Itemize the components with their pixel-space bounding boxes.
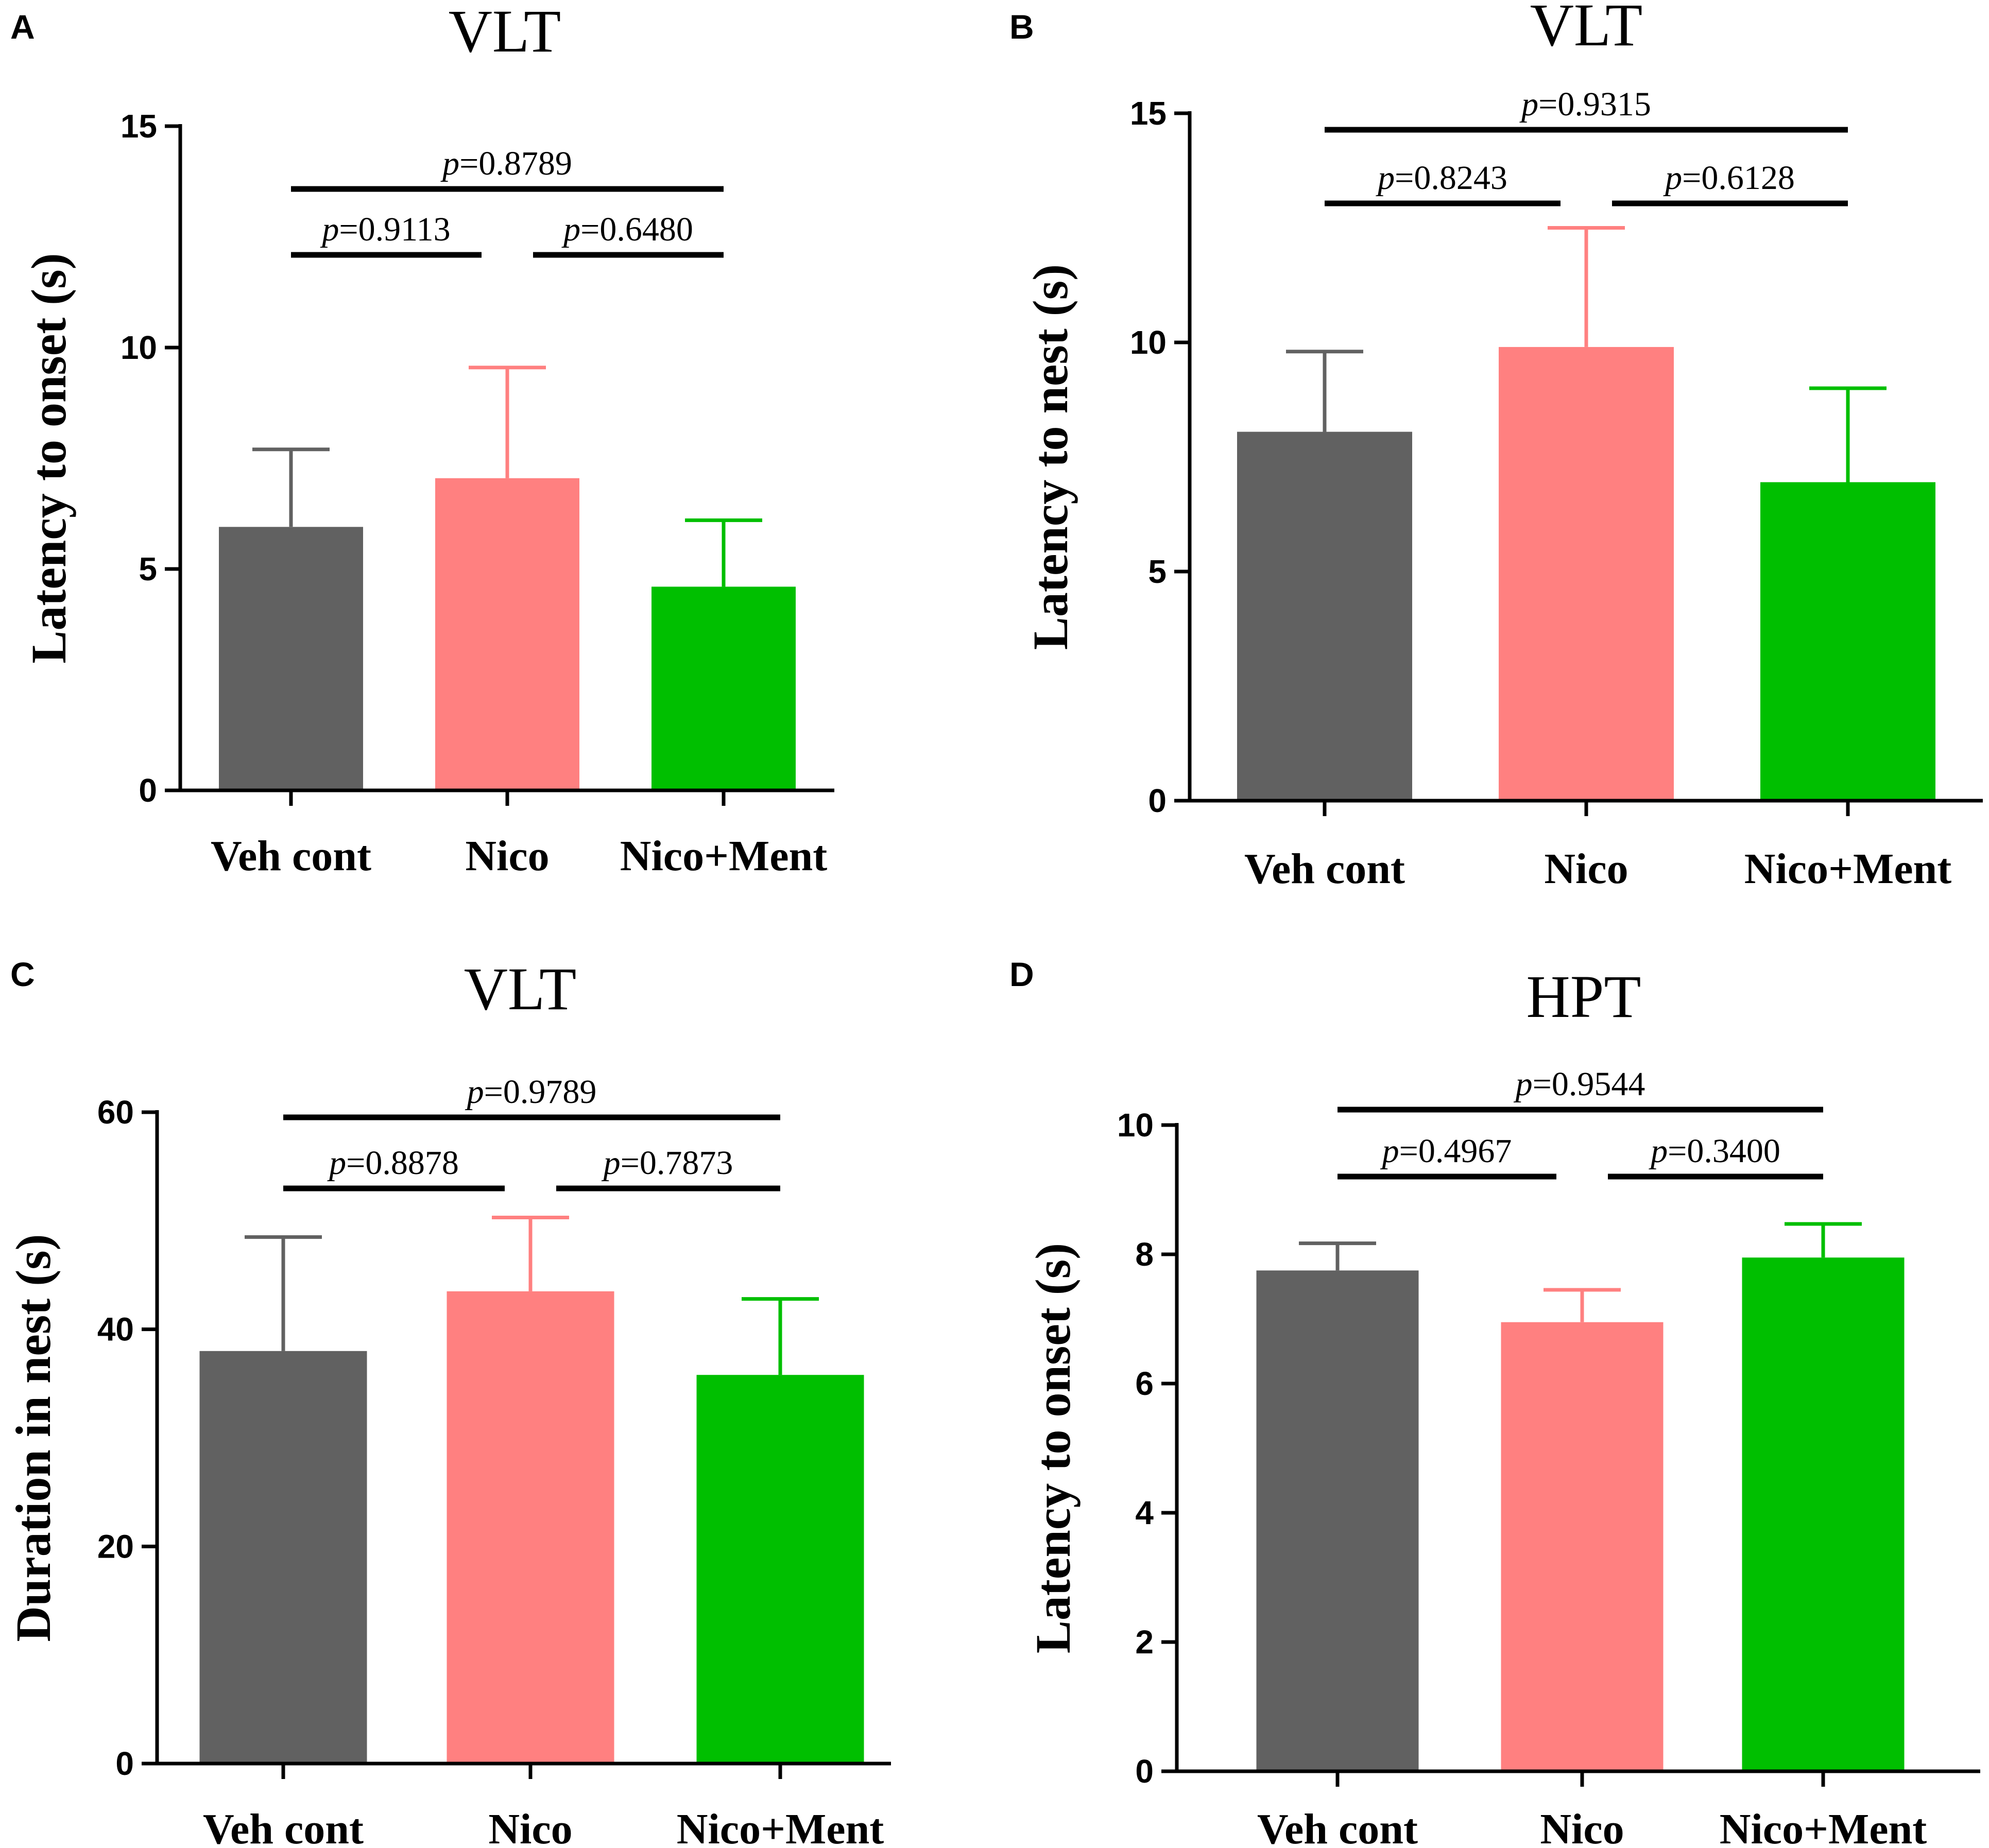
y-tick-label: 0 bbox=[1148, 782, 1167, 819]
bar-veh-cont bbox=[1237, 431, 1412, 801]
p-value-label: p=0.6480 bbox=[561, 211, 693, 248]
p-symbol: p bbox=[327, 1144, 346, 1182]
p-value: =0.8878 bbox=[346, 1144, 459, 1182]
x-tick-label: Veh cont bbox=[1257, 1805, 1418, 1848]
chart-title: VLT bbox=[464, 955, 577, 1023]
chart-panel-b: B VLT Latency to nest (s) 0 5 10 15 Veh cont Nic… bbox=[1009, 0, 1983, 893]
x-tick-label: Nico+Ment bbox=[620, 832, 827, 880]
y-tick-label: 5 bbox=[139, 550, 157, 588]
x-tick-label: Nico+Ment bbox=[1744, 845, 1951, 893]
p-symbol: p bbox=[465, 1073, 484, 1111]
p-value-label: p=0.4967 bbox=[1380, 1132, 1512, 1170]
bar-nico-ment bbox=[696, 1375, 864, 1764]
panel-label: A bbox=[10, 8, 35, 46]
p-value-label: p=0.7873 bbox=[602, 1144, 733, 1182]
p-symbol: p bbox=[440, 145, 459, 182]
y-tick-label: 0 bbox=[115, 1745, 134, 1782]
y-tick-label: 15 bbox=[121, 108, 157, 145]
y-tick-label: 8 bbox=[1135, 1236, 1154, 1273]
p-value: =0.4967 bbox=[1399, 1132, 1512, 1170]
bar-nico-ment bbox=[1742, 1257, 1905, 1771]
x-tick-label: Nico bbox=[488, 1805, 572, 1848]
y-tick-label: 10 bbox=[121, 329, 157, 366]
panel-label: D bbox=[1009, 955, 1034, 993]
p-value: =0.3400 bbox=[1668, 1132, 1780, 1170]
bar-veh-cont bbox=[219, 527, 363, 790]
p-symbol: p bbox=[561, 211, 580, 248]
p-value-label: p=0.9789 bbox=[465, 1073, 597, 1111]
p-value: =0.9113 bbox=[339, 211, 450, 248]
y-axis-label: Latency to onset (s) bbox=[1025, 1243, 1081, 1653]
p-value: =0.8789 bbox=[459, 145, 572, 182]
p-symbol: p bbox=[1663, 159, 1682, 197]
y-tick-label: 0 bbox=[1135, 1753, 1154, 1790]
panel-label: C bbox=[10, 955, 35, 993]
y-tick-label: 2 bbox=[1135, 1624, 1154, 1661]
x-tick-label: Nico bbox=[1540, 1805, 1624, 1848]
panel-label: B bbox=[1009, 8, 1034, 46]
x-tick-label: Veh cont bbox=[203, 1805, 364, 1848]
y-tick-label: 15 bbox=[1130, 95, 1167, 132]
p-value: =0.6128 bbox=[1682, 159, 1795, 197]
p-symbol: p bbox=[320, 211, 339, 248]
y-tick-label: 10 bbox=[1117, 1107, 1154, 1144]
bar-veh-cont bbox=[1256, 1270, 1419, 1771]
y-tick-label: 40 bbox=[97, 1311, 134, 1348]
p-value-label: p=0.8878 bbox=[327, 1144, 459, 1182]
p-value: =0.9789 bbox=[484, 1073, 597, 1111]
p-value-label: p=0.9113 bbox=[320, 211, 450, 248]
p-value: =0.6480 bbox=[580, 211, 693, 248]
y-axis-label: Latency to nest (s) bbox=[1023, 264, 1078, 650]
chart-panel-c: C VLT Duration in nest (s) 0 20 40 60 Veh cont N… bbox=[6, 955, 891, 1848]
bar-nico bbox=[1499, 347, 1674, 801]
p-value-label: p=0.8243 bbox=[1376, 159, 1507, 197]
p-symbol: p bbox=[1519, 85, 1538, 123]
x-tick-label: Veh cont bbox=[1244, 845, 1405, 893]
bar-nico bbox=[1501, 1322, 1664, 1771]
p-symbol: p bbox=[1514, 1065, 1533, 1103]
x-tick-label: Nico+Ment bbox=[1720, 1805, 1927, 1848]
y-tick-label: 6 bbox=[1135, 1365, 1154, 1402]
y-tick-label: 0 bbox=[139, 772, 157, 809]
p-symbol: p bbox=[1376, 159, 1395, 197]
p-symbol: p bbox=[602, 1144, 621, 1182]
x-tick-label: Nico+Ment bbox=[677, 1805, 884, 1848]
y-tick-label: 60 bbox=[97, 1094, 134, 1131]
y-axis-label: Latency to onset (s) bbox=[21, 253, 76, 663]
bar-nico-ment bbox=[651, 586, 796, 790]
x-tick-label: Nico bbox=[1544, 845, 1628, 893]
y-tick-label: 20 bbox=[97, 1528, 134, 1565]
chart-title: VLT bbox=[1530, 0, 1643, 59]
p-value-label: p=0.3400 bbox=[1649, 1132, 1780, 1170]
chart-panel-d: D HPT Latency to onset (s) 0 2 4 6 8 10 Veh cont N… bbox=[1009, 955, 1980, 1848]
y-tick-label: 5 bbox=[1148, 553, 1167, 590]
bar-nico bbox=[435, 478, 579, 790]
p-symbol: p bbox=[1380, 1132, 1399, 1170]
p-value: =0.8243 bbox=[1395, 159, 1507, 197]
p-value: =0.9544 bbox=[1533, 1065, 1645, 1103]
bar-nico bbox=[447, 1291, 614, 1764]
x-tick-label: Nico bbox=[465, 832, 549, 880]
chart-title: VLT bbox=[449, 0, 561, 65]
p-symbol: p bbox=[1649, 1132, 1668, 1170]
y-axis-label: Duration in nest (s) bbox=[6, 1234, 61, 1642]
p-value-label: p=0.8789 bbox=[440, 145, 572, 182]
bar-nico-ment bbox=[1760, 482, 1935, 801]
p-value-label: p=0.9315 bbox=[1519, 85, 1651, 123]
y-tick-label: 4 bbox=[1135, 1494, 1154, 1531]
p-value: =0.9315 bbox=[1538, 85, 1651, 123]
p-value-label: p=0.6128 bbox=[1663, 159, 1795, 197]
chart-panel-a: A VLT Latency to onset (s) 0 5 10 15 Veh cont Ni… bbox=[10, 0, 834, 880]
y-tick-label: 10 bbox=[1130, 324, 1167, 361]
p-value-label: p=0.9544 bbox=[1514, 1065, 1645, 1103]
x-tick-label: Veh cont bbox=[211, 832, 371, 880]
chart-title: HPT bbox=[1527, 963, 1641, 1030]
p-value: =0.7873 bbox=[621, 1144, 733, 1182]
bar-veh-cont bbox=[199, 1351, 367, 1764]
